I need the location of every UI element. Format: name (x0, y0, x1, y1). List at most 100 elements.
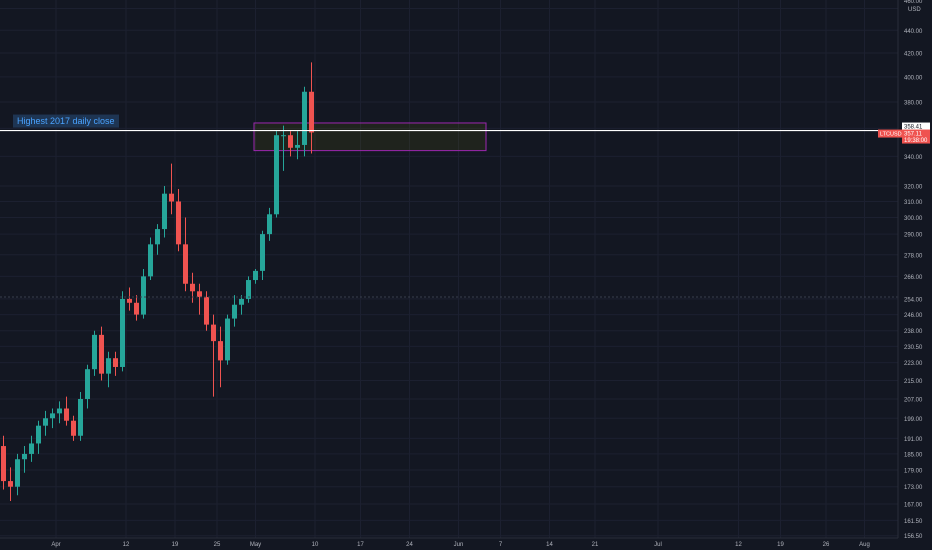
candle-body-down (134, 302, 139, 315)
time-tick-label: Apr (51, 542, 60, 548)
price-tick-label: 185.00 (904, 452, 923, 458)
price-tick-label: 320.00 (904, 184, 923, 190)
candle-body-up (22, 453, 27, 460)
price-tick-label: 300.00 (904, 216, 923, 222)
price-tick-label: 179.00 (904, 469, 923, 475)
candle-body-up (36, 425, 41, 444)
price-tick-label: 238.00 (904, 329, 923, 335)
time-tick-label: May (250, 542, 261, 548)
price-tick-label: 230.50 (904, 345, 923, 351)
price-tick-label: 199.00 (904, 417, 923, 423)
candle-body-down (190, 283, 195, 292)
price-tick-label: 380.00 (904, 100, 923, 106)
price-tick-label: 246.00 (904, 313, 923, 319)
time-tick-label: 7 (499, 542, 503, 548)
candle-body-up (260, 234, 265, 271)
currency-label: USD (908, 7, 921, 13)
candle-body-down (169, 193, 174, 202)
candle-body-up (225, 318, 230, 361)
price-tick-label: 290.00 (904, 233, 923, 239)
time-tick-label: Jun (454, 542, 464, 548)
candle-body-up (15, 459, 20, 487)
price-tick-label: 215.00 (904, 379, 923, 385)
candle-body-up (85, 369, 90, 399)
time-tick-label: 19 (777, 542, 784, 548)
candle-body-up (78, 398, 83, 436)
candle-body-up (148, 244, 153, 277)
time-tick-label: Jul (654, 542, 662, 548)
price-tick-label: 156.50 (904, 534, 923, 540)
time-tick-label: 25 (214, 542, 221, 548)
candle-body-down (211, 324, 216, 342)
candle-body-up (281, 135, 286, 137)
time-tick-label: 12 (123, 542, 130, 548)
time-tick-label: 14 (546, 542, 553, 548)
candle-body-down (1, 446, 6, 482)
time-tick-label: 19 (172, 542, 179, 548)
price-tick-label: 207.00 (904, 397, 923, 403)
line-label-background (13, 114, 119, 128)
candle-body-down (113, 358, 118, 367)
price-tick-label: 460.00 (904, 0, 923, 5)
time-axis[interactable]: Apr 12 19 25 May 10 17 24 Jun 7 14 21 Jul 12 19 26 Aug (0, 537, 898, 550)
price-tick-label: 266.00 (904, 275, 923, 281)
time-tick-label: 21 (592, 542, 599, 548)
time-tick-label: 26 (823, 542, 830, 548)
candle-body-down (176, 201, 181, 245)
price-tick-label: 420.00 (904, 52, 923, 58)
candle-body-up (29, 443, 34, 454)
candle-body-down (204, 297, 209, 325)
candle-body-down (8, 481, 13, 487)
candle-body-up (141, 276, 146, 315)
price-tick-label: 191.00 (904, 437, 923, 443)
candle-body-up (295, 144, 300, 148)
price-tick-label: 173.00 (904, 485, 923, 491)
price-tick-label: 340.00 (904, 155, 923, 161)
candle-body-up (162, 193, 167, 230)
time-axis-background (0, 538, 898, 550)
candles (1, 62, 314, 502)
last-price-badge (902, 129, 930, 144)
candle-body-down (309, 91, 314, 133)
price-axis[interactable]: 156.50 161.50 167.00 173.00 179.00 185.00 191.… (897, 0, 932, 550)
line-price-badge (902, 122, 930, 131)
candle-body-up (253, 270, 258, 281)
candle-body-up (92, 334, 97, 370)
symbol-text: LTCUSD (880, 132, 902, 138)
candle-body-up (232, 304, 237, 319)
candle-body-up (106, 358, 111, 374)
price-tick-label: 278.00 (904, 253, 923, 259)
grid-lines (0, 0, 898, 538)
price-axis-background (898, 0, 932, 550)
candle-body-up (57, 408, 62, 414)
candle-body-down (183, 244, 188, 284)
price-tick-label: 254.00 (904, 297, 923, 303)
price-tick-label: 310.00 (904, 200, 923, 206)
candle-body-down (71, 420, 76, 436)
time-tick-label: 17 (357, 542, 364, 548)
candle-body-down (64, 408, 69, 421)
candle-body-down (288, 135, 293, 148)
candle-body-down (99, 334, 104, 374)
time-tick-label: 24 (406, 542, 413, 548)
price-tick-label: 167.00 (904, 502, 923, 508)
candle-body-up (155, 229, 160, 245)
symbol-badge (878, 129, 902, 138)
candle-body-down (197, 291, 202, 298)
candle-body-down (218, 341, 223, 361)
candle-body-down (127, 298, 132, 303)
candle-body-up (302, 91, 307, 145)
line-label: Highest 2017 daily close (17, 116, 115, 126)
last-price-text: 357.11 (904, 132, 923, 138)
line-price-text: 358.41 (904, 125, 923, 131)
candle-body-up (274, 135, 279, 215)
horizontal-line-layer[interactable]: Highest 2017 daily close (0, 114, 898, 132)
time-tick-label: 10 (312, 542, 319, 548)
candle-body-up (120, 298, 125, 367)
candle-body-up (43, 418, 48, 426)
countdown-text: 19:38:00 (904, 138, 928, 144)
price-tick-label: 400.00 (904, 75, 923, 81)
candle-body-up (50, 413, 55, 419)
